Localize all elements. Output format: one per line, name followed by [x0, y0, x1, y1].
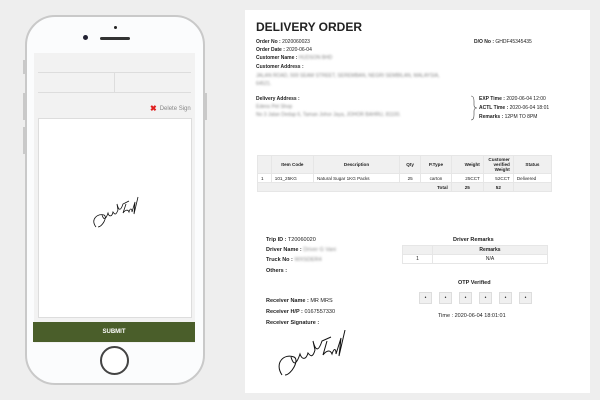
truck-no: Truck No : WXSDER4 — [266, 257, 322, 263]
brace-icon — [470, 95, 478, 121]
home-button[interactable] — [100, 346, 129, 375]
otp-title: OTP Verified — [458, 280, 491, 286]
delivery-address-label: Delivery Address : — [256, 96, 300, 102]
receiver-signature-image — [278, 330, 346, 376]
table-header-row: Item Code Description Qty P.Type Weight Custo… — [257, 155, 553, 174]
driver-remarks-title: Driver Remarks — [453, 237, 494, 243]
order-no: Order No : 2020060023 — [256, 39, 310, 45]
close-icon: ✖ — [150, 104, 157, 113]
delivery-address-line1: Edens Pet Shop — [256, 104, 293, 110]
signature-pad[interactable] — [38, 118, 192, 318]
receiver-name: Receiver Name : MR MRS — [266, 298, 333, 304]
table-row: 1 N/A — [402, 254, 548, 264]
customer-name: Customer Name : HUDSON BHD — [256, 55, 333, 61]
signature-drawing — [93, 196, 139, 228]
otp-digit: • — [419, 292, 432, 304]
table-total-row: Total 25 52 — [257, 182, 553, 192]
driver-name: Driver Name : Driver G Vani — [266, 247, 336, 253]
table-row: 1 101_25KG Natural Sugar 1KG Packs 25 carton… — [257, 173, 553, 183]
customer-address-label: Customer Address : — [256, 64, 304, 70]
delivery-address-line2: No 3 Jalan Dedap 6, Taman Johor Jaya, JO… — [256, 112, 401, 118]
receiver-hp: Receiver H/P : 0167557330 — [266, 309, 336, 315]
page-title: DELIVERY ORDER — [256, 20, 363, 34]
actl-time: ACTL Time : 2020-06-04 18:01 — [479, 105, 550, 111]
otp-digit: • — [519, 292, 532, 304]
form-row — [38, 72, 191, 93]
driver-remarks-table: Remarks 1 N/A — [402, 245, 548, 264]
front-camera-icon — [83, 35, 88, 40]
otp-digit: • — [499, 292, 512, 304]
otp-digit: • — [459, 292, 472, 304]
speaker-grille — [100, 37, 130, 40]
phone-volume-up — [23, 93, 25, 120]
others: Others : — [266, 268, 288, 274]
delivery-order-document — [245, 10, 590, 393]
delete-sign-button[interactable]: ✖ Delete Sign — [150, 104, 191, 113]
submit-button[interactable]: SUBMIT — [33, 322, 195, 342]
do-no: D/O No : GHDF45345435 — [474, 39, 532, 45]
items-table: Item Code Description Qty P.Type Weight Custo… — [257, 155, 553, 192]
trip-id: Trip ID : T20060020 — [266, 237, 316, 243]
phone-mute-switch — [23, 60, 25, 74]
otp-digit: • — [479, 292, 492, 304]
remarks: Remarks : 12PM TO 8PM — [479, 114, 538, 120]
exp-time: EXP Time : 2020-06-04 12:00 — [479, 96, 546, 102]
receiver-signature-label: Receiver Signature : — [266, 320, 320, 326]
phone-power-button — [205, 93, 207, 120]
phone-volume-down — [23, 127, 25, 154]
sensor-dot — [114, 26, 117, 29]
otp-time: Time : 2020-06-04 18:01:01 — [438, 313, 506, 319]
order-date: Order Date : 2020-06-04 — [256, 47, 312, 53]
otp-digit: • — [439, 292, 452, 304]
customer-address: JALAN ROAD, 569 SEAM STREET, SEREMBAN, N… — [256, 73, 440, 87]
